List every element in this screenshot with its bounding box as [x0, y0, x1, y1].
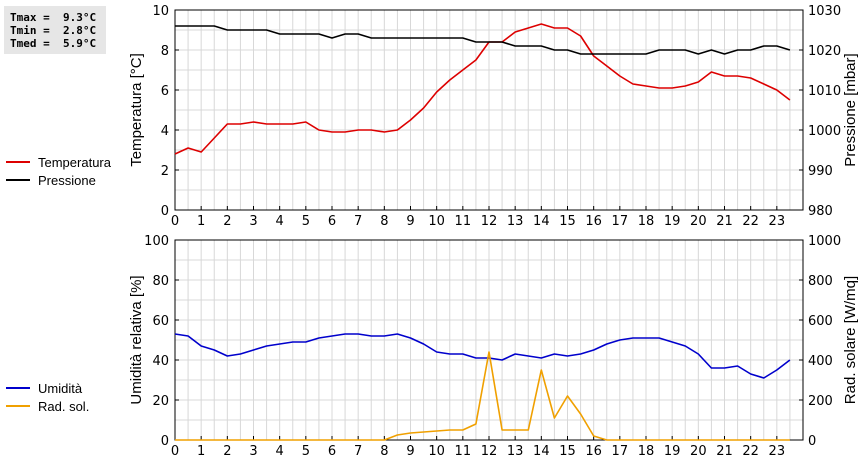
- legend-label: Umidità: [38, 381, 83, 396]
- y-left-tick-label: 80: [152, 274, 169, 289]
- x-tick-label: 19: [664, 214, 681, 229]
- y-right-axis-label: Pressione [mbar]: [842, 53, 859, 166]
- x-tick-label: 0: [171, 214, 179, 229]
- y-left-tick-label: 40: [152, 354, 169, 369]
- x-tick-label: 1: [197, 444, 205, 459]
- x-tick-label: 17: [612, 444, 629, 459]
- x-tick-label: 5: [302, 214, 310, 229]
- x-tick-label: 13: [507, 214, 524, 229]
- x-tick-label: 14: [533, 214, 550, 229]
- x-tick-label: 16: [585, 444, 602, 459]
- x-tick-label: 9: [406, 214, 414, 229]
- x-tick-label: 2: [223, 214, 231, 229]
- series-line-umidit: [174, 333, 791, 379]
- y-right-tick-label: 1000: [808, 234, 841, 249]
- y-left-tick-label: 6: [161, 84, 169, 99]
- y-right-tick-label: 990: [808, 164, 833, 179]
- y-left-axis-label: Umidità relativa [%]: [128, 275, 145, 404]
- y-left-axis-label: Temperatura [°C]: [128, 53, 145, 167]
- x-tick-label: 8: [380, 444, 388, 459]
- x-tick-label: 3: [249, 444, 257, 459]
- tmed-text: Tmed = 5.9°C: [10, 37, 97, 50]
- y-left-tick-label: 100: [144, 234, 169, 249]
- x-tick-label: 11: [455, 444, 472, 459]
- tmax-text: Tmax = 9.3°C: [10, 11, 97, 24]
- stats-box: Tmax = 9.3°C Tmin = 2.8°C Tmed = 5.9°C: [4, 6, 106, 54]
- x-tick-label: 23: [769, 444, 786, 459]
- x-tick-label: 22: [742, 444, 759, 459]
- x-tick-label: 0: [171, 444, 179, 459]
- y-right-tick-label: 400: [808, 354, 833, 369]
- series-line-temperatura: [174, 23, 791, 155]
- x-tick-label: 18: [638, 214, 655, 229]
- x-tick-label: 21: [716, 444, 733, 459]
- x-tick-label: 10: [428, 214, 445, 229]
- legend-label: Rad. sol.: [38, 399, 89, 414]
- y-left-tick-label: 4: [161, 124, 169, 139]
- x-tick-label: 1: [197, 214, 205, 229]
- temperature-pressure-chart: 0 1 2 3 4 5 6 7 8 9 10 11 12 13 14 15 16 17 18 19 20 21 22 2302…: [6, 4, 859, 229]
- x-tick-label: 6: [328, 444, 336, 459]
- y-right-tick-label: 200: [808, 394, 833, 409]
- y-left-tick-label: 0: [161, 434, 169, 449]
- x-tick-label: 15: [559, 214, 576, 229]
- x-tick-label: 14: [533, 444, 550, 459]
- y-left-tick-label: 20: [152, 394, 169, 409]
- y-right-tick-label: 800: [808, 274, 833, 289]
- x-tick-label: 6: [328, 214, 336, 229]
- y-right-axis-label: Rad. solare [W/mq]: [842, 276, 859, 404]
- humidity-solar-chart: 0 1 2 3 4 5 6 7 8 9 10 11 12 13 14 15 16 17 18 19 20 21 22 2302…: [6, 234, 859, 459]
- x-tick-label: 7: [354, 214, 362, 229]
- y-right-tick-label: 0: [808, 434, 816, 449]
- x-tick-label: 10: [428, 444, 445, 459]
- x-tick-label: 19: [664, 444, 681, 459]
- series-line-rad-sol: [175, 351, 790, 441]
- y-right-tick-label: 1020: [808, 44, 841, 59]
- x-tick-label: 4: [276, 214, 284, 229]
- x-tick-label: 20: [690, 214, 707, 229]
- x-tick-label: 17: [612, 214, 629, 229]
- y-left-tick-label: 10: [152, 4, 169, 19]
- x-tick-label: 22: [742, 214, 759, 229]
- y-left-tick-label: 0: [161, 204, 169, 219]
- x-tick-label: 8: [380, 214, 388, 229]
- y-left-tick-label: 60: [152, 314, 169, 329]
- x-tick-label: 15: [559, 444, 576, 459]
- x-tick-label: 9: [406, 444, 414, 459]
- y-right-tick-label: 600: [808, 314, 833, 329]
- x-tick-label: 12: [481, 214, 498, 229]
- x-tick-label: 3: [249, 214, 257, 229]
- series-line-pressione: [175, 25, 791, 55]
- x-tick-label: 5: [302, 444, 310, 459]
- x-tick-label: 13: [507, 444, 524, 459]
- y-right-tick-label: 1000: [808, 124, 841, 139]
- legend-label: Pressione: [38, 173, 96, 188]
- x-tick-label: 16: [585, 214, 602, 229]
- x-tick-label: 7: [354, 444, 362, 459]
- y-right-tick-label: 1010: [808, 84, 841, 99]
- x-tick-label: 12: [481, 444, 498, 459]
- x-tick-label: 21: [716, 214, 733, 229]
- x-tick-label: 11: [455, 214, 472, 229]
- x-tick-label: 18: [638, 444, 655, 459]
- y-right-tick-label: 980: [808, 204, 833, 219]
- x-tick-label: 2: [223, 444, 231, 459]
- legend-label: Temperatura: [38, 155, 112, 170]
- x-tick-label: 23: [769, 214, 786, 229]
- tmin-text: Tmin = 2.8°C: [10, 24, 97, 37]
- y-left-tick-label: 8: [161, 44, 169, 59]
- y-right-tick-label: 1030: [808, 4, 841, 19]
- x-tick-label: 4: [276, 444, 284, 459]
- x-tick-label: 20: [690, 444, 707, 459]
- y-left-tick-label: 2: [161, 164, 169, 179]
